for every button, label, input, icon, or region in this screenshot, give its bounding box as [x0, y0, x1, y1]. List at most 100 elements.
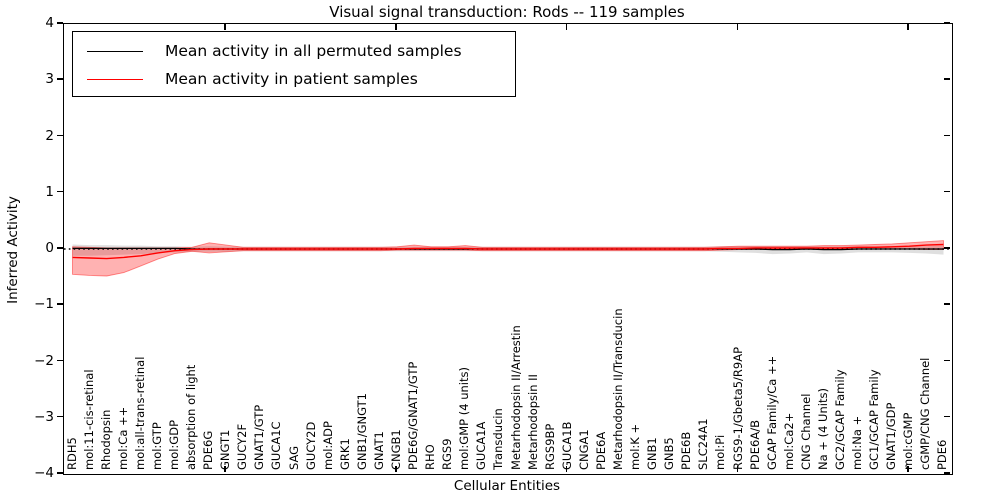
legend-label-permuted: Mean activity in all permuted samples — [165, 42, 462, 60]
y-tick-right — [944, 22, 950, 24]
plot-area — [63, 23, 953, 475]
x-tick-label-text: RGS9 — [440, 438, 455, 470]
x-tick-bottom — [565, 466, 568, 472]
x-tick-label-text: GNAT1/GDP — [884, 402, 899, 470]
x-tick-top — [907, 24, 909, 30]
y-tick-right — [944, 78, 950, 80]
x-tick-label-text: CNGB1 — [389, 429, 403, 470]
y-tick-right — [944, 303, 950, 305]
patient-line-swatch — [87, 78, 143, 80]
y-tick-left — [57, 22, 63, 24]
x-tick-label-text: PDE6B — [679, 431, 694, 470]
permuted-line-swatch — [87, 50, 143, 52]
plot-canvas — [64, 240, 952, 277]
legend-row-permuted: Mean activity in all permuted samples — [73, 37, 515, 65]
patient-samples-range-band — [72, 240, 944, 277]
x-tick-label-text: Metarhodopsin II/Transducin — [611, 308, 625, 470]
x-tick-label-text: mol:K + — [628, 423, 643, 470]
x-tick-top — [565, 24, 568, 30]
x-tick-label-text: GNAT1 — [371, 431, 386, 470]
x-tick-label-text: RDH5 — [64, 437, 79, 470]
legend-row-patient: Mean activity in patient samples — [73, 65, 515, 93]
x-tick-label-text: SLC24A1 — [696, 418, 711, 470]
x-tick-label-text: CNGA1 — [576, 429, 591, 470]
x-tick-label-text: Transducin — [491, 408, 506, 470]
x-tick-label-text: mol:Na + — [850, 415, 865, 470]
x-tick-label-text: SAG — [286, 445, 301, 470]
x-tick-label-text: GNB1 — [645, 437, 660, 470]
y-tick-label: −2 — [34, 352, 54, 369]
x-tick-label-text: PDE6 — [935, 439, 950, 470]
y-tick-right — [944, 134, 950, 137]
x-tick-label-text: absorption of light — [184, 364, 199, 470]
x-tick-label-text: GRK1 — [337, 438, 352, 470]
y-tick-label: 2 — [45, 127, 54, 144]
x-tick-label-text: GNGT1 — [218, 429, 233, 470]
x-tick-label-text: Metarhodopsin II/Arrestin — [508, 325, 523, 470]
x-tick-label-text: mol:11-cis-retinal — [81, 369, 96, 470]
x-tick-bottom — [395, 466, 397, 472]
y-tick-label: 4 — [45, 15, 54, 31]
y-tick-label: −4 — [34, 465, 54, 481]
x-tick-label-text: mol:ADP — [320, 421, 335, 470]
y-tick-left — [57, 190, 63, 193]
x-tick-label-text: mol:cGMP — [901, 412, 916, 470]
y-tick-right — [944, 190, 950, 193]
y-tick-right — [944, 247, 950, 249]
x-tick-label-text: mol:all-trans-retinal — [132, 356, 147, 470]
y-tick-right — [944, 359, 950, 362]
x-tick-label-text: GUCA1C — [269, 421, 284, 470]
x-tick-label-text: GC1/GCAP Family — [867, 369, 882, 470]
x-tick-label-text: mol:GTP — [149, 422, 164, 470]
chart-title: Visual signal transduction: Rods -- 119 … — [329, 3, 685, 21]
legend-label-patient: Mean activity in patient samples — [165, 70, 418, 88]
x-tick-top — [395, 24, 397, 30]
legend: Mean activity in all permuted samples Me… — [72, 31, 516, 97]
y-tick-left — [57, 359, 63, 362]
x-tick-label-text: GC2/GCAP Family — [833, 369, 847, 470]
x-tick-top — [224, 24, 226, 30]
y-tick-label: 0 — [45, 240, 54, 256]
y-tick-label: 1 — [45, 183, 54, 200]
x-tick-label-text: GUCY2F — [235, 423, 250, 470]
x-tick-label-text: GNAT1/GTP — [252, 404, 267, 470]
x-tick-label-text: mol:Pi — [713, 434, 728, 470]
y-tick-left — [57, 247, 63, 249]
x-tick-label-text: GNB1/GNGT1 — [354, 393, 369, 470]
y-tick-left — [57, 134, 63, 137]
x-tick-label-text: PDE6G — [201, 430, 216, 470]
y-tick-left — [57, 303, 63, 305]
x-tick-label-text: mol:GMP (4 units) — [457, 367, 472, 470]
x-tick-label-text: cGMP/CNG Channel — [918, 357, 933, 470]
x-tick-bottom — [736, 466, 739, 472]
x-tick-bottom — [907, 466, 909, 472]
y-tick-right — [944, 472, 950, 474]
x-tick-label-text: RGS9-1/Gbeta5/R9AP — [730, 346, 745, 470]
y-tick-left — [57, 78, 63, 80]
x-tick-label-text: Rhodopsin — [98, 409, 113, 470]
y-tick-left — [57, 472, 63, 474]
x-axis-label: Cellular Entities — [453, 478, 561, 494]
x-tick-label-text: PDE6A — [593, 431, 608, 470]
x-tick-label-text: Na + (4 Units) — [815, 388, 830, 470]
patient-mean-line — [72, 243, 944, 260]
x-tick-label-text: PDE6A/B — [747, 419, 762, 470]
y-tick-label: −1 — [34, 296, 54, 313]
x-tick-label-text: RHO — [423, 444, 438, 470]
x-tick-label-text: Metarhodopsin II — [525, 374, 540, 470]
x-tick-top — [736, 24, 739, 30]
y-tick-label: 3 — [45, 71, 54, 88]
x-tick-label-text: mol:Ca ++ — [115, 406, 130, 470]
x-tick-label-text: GNB5 — [662, 437, 677, 470]
x-tick-label-text: CNG Channel — [798, 393, 813, 470]
x-tick-label-text: GUCY2D — [303, 421, 318, 470]
x-tick-bottom — [224, 466, 226, 472]
permuted-samples-range-band — [72, 244, 944, 256]
x-tick-label-text: PDE6G/GNAT1/GTP — [406, 361, 421, 470]
x-tick-label-text: RGS9BP — [542, 423, 557, 470]
x-tick-label-text: GUCA1B — [559, 421, 574, 470]
y-tick-label: −3 — [34, 408, 54, 425]
x-tick-label-text: GUCA1A — [474, 421, 489, 470]
x-tick-label-text: GCAP Family/Ca ++ — [764, 355, 779, 470]
